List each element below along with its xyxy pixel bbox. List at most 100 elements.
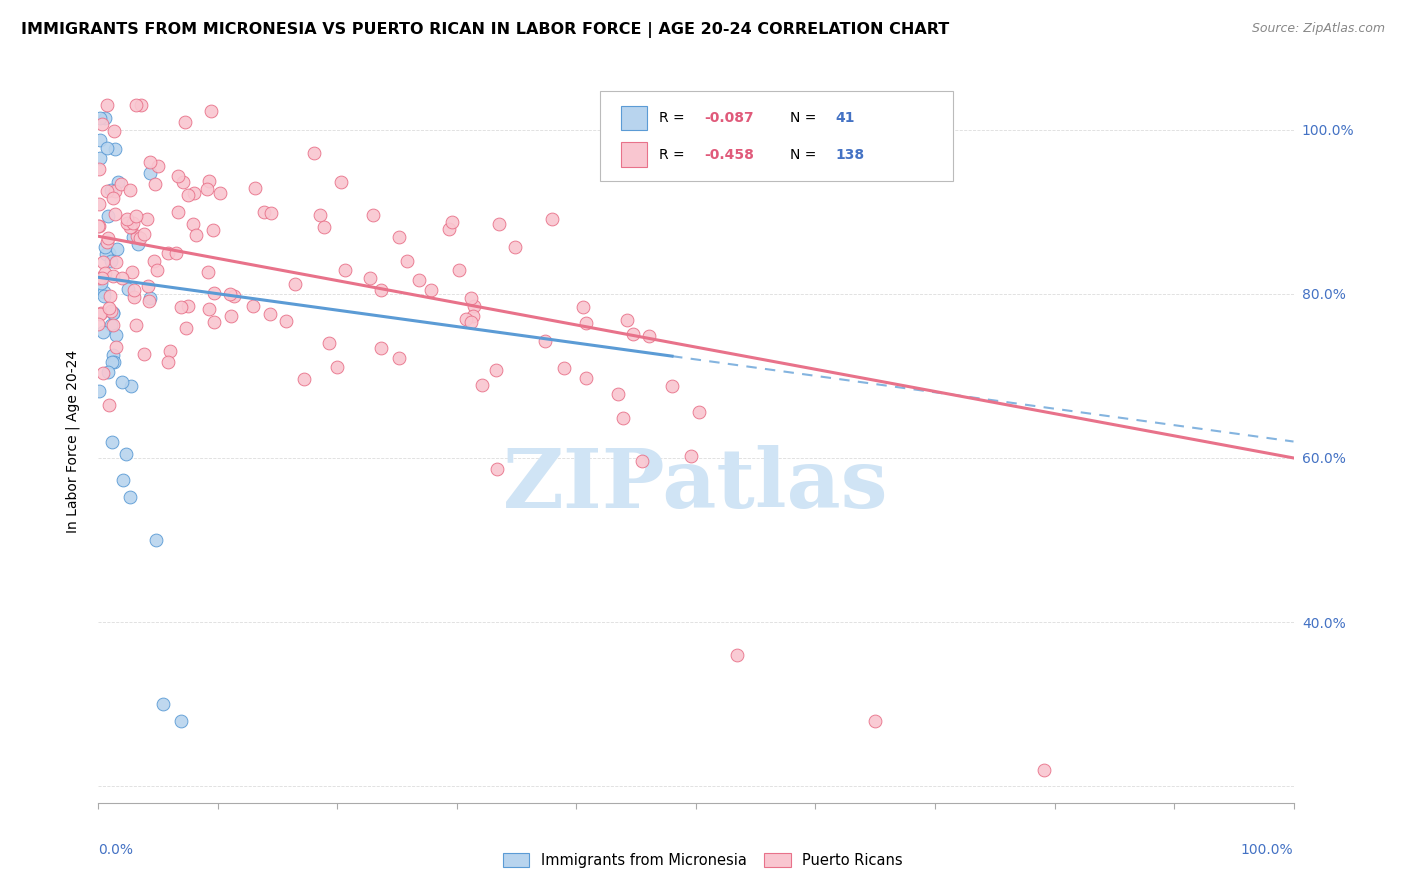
Point [110, 177, 132, 191]
Text: 41: 41 [835, 111, 855, 125]
Point [93, 285, 115, 300]
Point [89, 133, 111, 147]
FancyBboxPatch shape [600, 91, 953, 181]
Point [98, 289, 121, 303]
Point [572, 300, 595, 314]
Point [471, 378, 494, 392]
Point [688, 405, 710, 419]
Point [638, 329, 661, 343]
Point [359, 271, 381, 285]
Point [125, 229, 148, 244]
Point [87, 317, 110, 331]
Point [97, 398, 120, 412]
Point [111, 271, 134, 285]
Point [93, 289, 115, 303]
Point [100, 183, 122, 197]
Point [121, 265, 143, 279]
Point [395, 254, 418, 268]
Point [486, 462, 509, 476]
Point [120, 219, 142, 234]
Point [661, 379, 683, 393]
Point [370, 283, 392, 297]
Point [420, 283, 443, 297]
Point [172, 175, 194, 189]
Text: 138: 138 [835, 147, 865, 161]
Point [87, 219, 110, 234]
Point [101, 269, 124, 284]
Point [124, 209, 146, 223]
Point [94, 247, 117, 261]
Point [111, 375, 134, 389]
Point [103, 306, 125, 320]
Point [184, 227, 207, 242]
Point [125, 98, 148, 112]
Point [541, 212, 564, 227]
Point [139, 291, 162, 305]
Point [100, 253, 122, 268]
Point [242, 299, 264, 313]
Point [197, 265, 219, 279]
Point [159, 343, 181, 358]
Text: IMMIGRANTS FROM MICRONESIA VS PUERTO RICAN IN LABOR FORCE | AGE 20-24 CORRELATIO: IMMIGRANTS FROM MICRONESIA VS PUERTO RIC… [21, 22, 949, 38]
Text: N =: N = [790, 147, 821, 161]
Point [274, 313, 297, 327]
Point [105, 340, 128, 354]
Point [156, 246, 179, 260]
Point [463, 299, 485, 313]
Point [408, 272, 430, 286]
Point [198, 174, 221, 188]
Point [454, 311, 477, 326]
Point [202, 222, 225, 236]
Point [329, 175, 352, 189]
Point [87, 271, 110, 285]
Point [120, 183, 142, 197]
Point [460, 315, 482, 329]
Point [485, 363, 508, 377]
Point [177, 299, 200, 313]
Point [183, 186, 205, 201]
Point [302, 146, 325, 161]
Point [132, 346, 155, 360]
Point [134, 227, 156, 241]
Point [97, 210, 120, 224]
Point [104, 184, 127, 198]
Point [96, 184, 118, 198]
Text: ZIPatlas: ZIPatlas [503, 445, 889, 524]
Point [174, 321, 197, 335]
Point [120, 220, 142, 235]
Point [534, 334, 557, 349]
Point [111, 473, 134, 487]
Point [679, 449, 702, 463]
Point [630, 453, 652, 467]
Point [575, 316, 598, 330]
Text: Source: ZipAtlas.com: Source: ZipAtlas.com [1251, 22, 1385, 36]
Point [120, 378, 142, 392]
Point [105, 242, 128, 256]
Point [122, 283, 145, 297]
Point [97, 231, 120, 245]
Point [146, 159, 169, 173]
Point [333, 263, 356, 277]
Point [139, 166, 162, 180]
Point [93, 325, 115, 339]
FancyBboxPatch shape [620, 106, 647, 130]
Point [553, 360, 575, 375]
Point [143, 177, 166, 191]
Point [87, 384, 110, 399]
Point [863, 714, 886, 728]
Point [91, 254, 114, 268]
Text: 0.0%: 0.0% [98, 843, 134, 856]
Point [122, 229, 145, 244]
Point [104, 207, 127, 221]
Point [87, 219, 110, 233]
Point [461, 309, 484, 323]
Point [104, 254, 127, 268]
Point [89, 307, 111, 321]
Point [370, 341, 392, 355]
Point [170, 300, 193, 314]
Point [388, 351, 411, 366]
Point [243, 180, 266, 194]
Point [104, 142, 127, 156]
Point [218, 287, 240, 301]
Y-axis label: In Labor Force | Age 20-24: In Labor Force | Age 20-24 [66, 350, 80, 533]
